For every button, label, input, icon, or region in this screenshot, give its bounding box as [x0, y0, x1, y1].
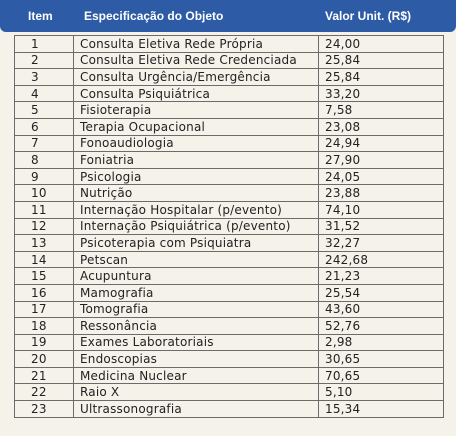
- unit-value: 242,68: [318, 250, 444, 269]
- unit-value: 52,76: [318, 317, 444, 335]
- unit-value: 15,34: [318, 400, 444, 418]
- item-number: 5: [14, 101, 74, 119]
- table-row: 19 Exames Laboratoriais 2,98: [14, 333, 444, 352]
- unit-value: 7,58: [318, 101, 444, 119]
- item-number: 1: [14, 35, 74, 53]
- unit-value: 24,94: [318, 134, 444, 153]
- table-row: 22 Raio X 5,10: [14, 383, 444, 402]
- item-number: 6: [14, 117, 74, 136]
- table-body: 1 Consulta Eletiva Rede Própria 24,00 2 Cons…: [14, 35, 444, 418]
- unit-value: 25,84: [318, 68, 444, 86]
- item-number: 11: [14, 200, 74, 219]
- table-row: 8 Foniatria 27,90: [14, 151, 444, 169]
- unit-value: 21,23: [318, 267, 444, 285]
- unit-value: 32,27: [318, 234, 444, 252]
- table-row: 21 Medicina Nuclear 70,65: [14, 366, 444, 385]
- item-description: Endoscopias: [73, 350, 319, 368]
- item-number: 3: [14, 68, 74, 86]
- item-description: Psicologia: [73, 167, 319, 186]
- table-row: 12 Internação Psiquiátrica (p/evento) 31,5…: [14, 217, 444, 236]
- table-row: 1 Consulta Eletiva Rede Própria 24,00: [14, 35, 444, 53]
- item-description: Ultrassonografia: [73, 400, 319, 418]
- item-number: 8: [14, 151, 74, 169]
- unit-value: 24,00: [318, 35, 444, 53]
- table-row: 2 Consulta Eletiva Rede Credenciada 25,84: [14, 51, 444, 70]
- item-number: 22: [14, 383, 74, 402]
- table-row: 7 Fonoaudiologia 24,94: [14, 134, 444, 153]
- table-row: 16 Mamografia 25,54: [14, 283, 444, 302]
- unit-value: 23,88: [318, 184, 444, 202]
- column-header: Especificação do Objeto: [84, 9, 224, 23]
- item-description: Consulta Psiquiátrica: [73, 84, 319, 103]
- unit-value: 25,84: [318, 51, 444, 70]
- item-description: Fisioterapia: [73, 101, 319, 119]
- item-description: Psicoterapia com Psiquiatra: [73, 234, 319, 252]
- item-number: 12: [14, 217, 74, 236]
- item-description: Consulta Eletiva Rede Própria: [73, 35, 319, 53]
- item-description: Terapia Ocupacional: [73, 117, 319, 136]
- item-number: 18: [14, 317, 74, 335]
- item-description: Raio X: [73, 383, 319, 402]
- table-row: 23 Ultrassonografia 15,34: [14, 400, 444, 418]
- unit-value: 43,60: [318, 300, 444, 319]
- item-description: Internação Psiquiátrica (p/evento): [73, 217, 319, 236]
- item-description: Acupuntura: [73, 267, 319, 285]
- unit-value: 70,65: [318, 366, 444, 385]
- table-row: 14 Petscan 242,68: [14, 250, 444, 269]
- table-row: 20 Endoscopias 30,65: [14, 350, 444, 368]
- item-description: Mamografia: [73, 283, 319, 302]
- item-description: Nutrição: [73, 184, 319, 202]
- table-row: 11 Internação Hospitalar (p/evento) 74,10: [14, 200, 444, 219]
- item-number: 7: [14, 134, 74, 153]
- item-description: Foniatria: [73, 151, 319, 169]
- unit-value: 74,10: [318, 200, 444, 219]
- table-row: 3 Consulta Urgência/Emergência 25,84: [14, 68, 444, 86]
- table-row: 10 Nutrição 23,88: [14, 184, 444, 202]
- item-description: Internação Hospitalar (p/evento): [73, 200, 319, 219]
- item-number: 19: [14, 333, 74, 352]
- price-table: 1 Consulta Eletiva Rede Própria 24,00 2 Cons…: [14, 35, 444, 418]
- unit-value: 27,90: [318, 151, 444, 169]
- unit-value: 2,98: [318, 333, 444, 352]
- item-description: Tomografia: [73, 300, 319, 319]
- item-description: Petscan: [73, 250, 319, 269]
- table-row: 6 Terapia Ocupacional 23,08: [14, 117, 444, 136]
- item-description: Consulta Eletiva Rede Credenciada: [73, 51, 319, 70]
- item-description: Ressonância: [73, 317, 319, 335]
- item-number: 15: [14, 267, 74, 285]
- item-number: 2: [14, 51, 74, 70]
- item-number: 23: [14, 400, 74, 418]
- item-number: 4: [14, 84, 74, 103]
- item-description: Medicina Nuclear: [73, 366, 319, 385]
- item-number: 16: [14, 283, 74, 302]
- item-number: 17: [14, 300, 74, 319]
- unit-value: 31,52: [318, 217, 444, 236]
- table-row: 13 Psicoterapia com Psiquiatra 32,27: [14, 234, 444, 252]
- unit-value: 25,54: [318, 283, 444, 302]
- table-row: 18 Ressonância 52,76: [14, 317, 444, 335]
- table-row: 9 Psicologia 24,05: [14, 167, 444, 186]
- item-description: Exames Laboratoriais: [73, 333, 319, 352]
- item-number: 9: [14, 167, 74, 186]
- column-header: Valor Unit. (R$): [325, 9, 412, 23]
- item-number: 10: [14, 184, 74, 202]
- table-row: 15 Acupuntura 21,23: [14, 267, 444, 285]
- unit-value: 5,10: [318, 383, 444, 402]
- item-number: 20: [14, 350, 74, 368]
- table-row: 5 Fisioterapia 7,58: [14, 101, 444, 119]
- header-bar: Item Especificação do Objeto Valor Unit.…: [0, 0, 456, 32]
- item-number: 14: [14, 250, 74, 269]
- unit-value: 24,05: [318, 167, 444, 186]
- item-description: Fonoaudiologia: [73, 134, 319, 153]
- column-header: Item: [28, 9, 53, 23]
- table-row: 17 Tomografia 43,60: [14, 300, 444, 319]
- table-row: 4 Consulta Psiquiátrica 33,20: [14, 84, 444, 103]
- item-description: Consulta Urgência/Emergência: [73, 68, 319, 86]
- item-number: 21: [14, 366, 74, 385]
- item-number: 13: [14, 234, 74, 252]
- unit-value: 23,08: [318, 117, 444, 136]
- unit-value: 30,65: [318, 350, 444, 368]
- unit-value: 33,20: [318, 84, 444, 103]
